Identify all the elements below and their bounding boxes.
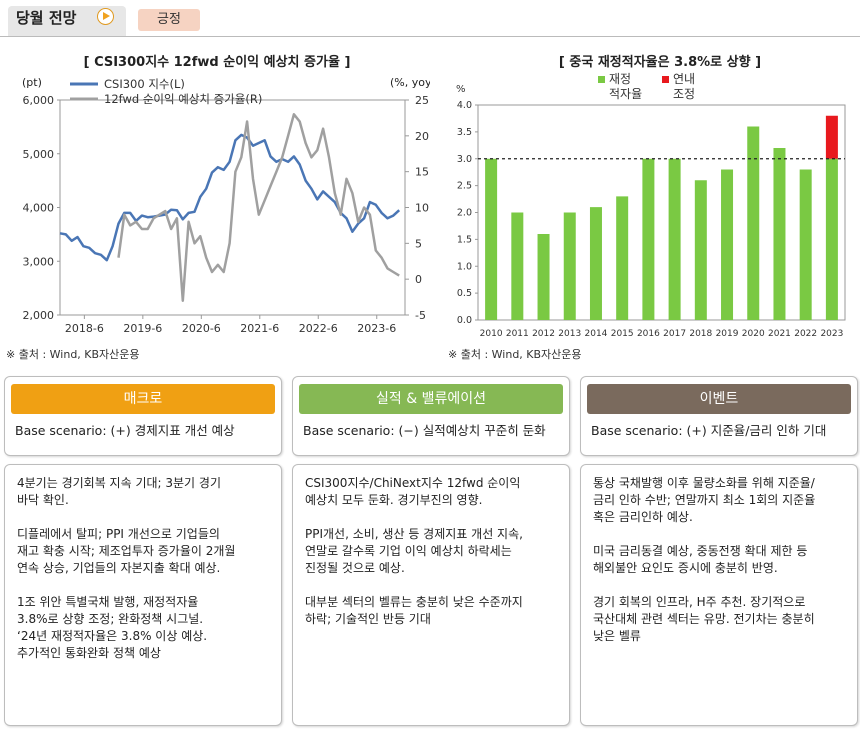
y-tick-label: 1.5	[457, 234, 472, 245]
deficit-chart: [ 중국 재정적자율은 3.8%로 상향 ]% 0.0 0.5 1.0 1.5 2.0 2.…	[430, 40, 860, 345]
x-tick-label: 2010	[480, 329, 503, 339]
y-right-tick-label: 20	[415, 130, 429, 143]
x-tick-label: 2019	[716, 329, 739, 339]
bar-deficit-2020	[747, 126, 760, 320]
plot-frame	[477, 104, 846, 321]
x-tick-label: 2018-6	[65, 322, 104, 335]
bar-deficit-2022	[799, 169, 812, 320]
x-tick-label: 2022-6	[299, 322, 338, 335]
y-left-tick-label: 5,000	[23, 148, 55, 161]
bar-deficit-2023	[825, 158, 838, 320]
earnings-header: 실적 & 밸류에이션	[299, 384, 563, 414]
y-tick-label: 0.5	[457, 288, 472, 299]
bar-deficit-2012	[537, 234, 550, 320]
macro-summary-box: 매크로 Base scenario: (+) 경제지표 개선 예상	[4, 376, 282, 456]
bar-deficit-2015	[616, 196, 629, 320]
x-tick-label: 2021	[768, 329, 791, 339]
outlook-badge: 긍정	[138, 9, 200, 31]
earnings-detail-box: CSI300지수/ChiNext지수 12fwd 순이익 예상치 모두 둔화. …	[292, 464, 570, 726]
y-left-tick-label: 2,000	[23, 309, 55, 322]
y-left-tick-label: 6,000	[23, 94, 55, 107]
legend-label-1-line2: 적자율	[609, 87, 642, 101]
x-tick-label: 2020-6	[182, 322, 221, 335]
source-note-right: ※ 출처 : Wind, KB자산운용	[448, 348, 582, 361]
event-detail-box: 통상 국채발행 이후 물량소화를 위해 지준율/ 금리 인하 수반; 연말까지 …	[580, 464, 858, 726]
y-right-tick-label: 10	[415, 202, 429, 215]
legend-swatch-1	[598, 76, 605, 83]
x-tick-label: 2017	[663, 329, 686, 339]
x-tick-label: 2020	[742, 329, 765, 339]
x-tick-label: 2021-6	[240, 322, 279, 335]
bar-deficit-2019	[721, 169, 734, 320]
play-icon[interactable]	[97, 8, 114, 25]
x-tick-label: 2012	[532, 329, 555, 339]
x-tick-label: 2015	[611, 329, 634, 339]
macro-base-scenario: Base scenario: (+) 경제지표 개선 예상	[15, 423, 235, 438]
y-tick-label: 2.0	[457, 208, 472, 219]
page-title: 당월 전망	[16, 9, 77, 27]
chart-title: [ 중국 재정적자율은 3.8%로 상향 ]	[559, 54, 761, 70]
legend-label-2: 12fwd 순이익 예상치 증가율(R)	[104, 92, 262, 106]
legend-swatch-2	[662, 76, 669, 83]
bar-deficit-2021	[773, 148, 786, 320]
y-unit: %	[456, 84, 466, 95]
bar-deficit-2014	[589, 207, 602, 320]
bar-adjustment-2023	[825, 115, 838, 159]
bar-deficit-2018	[694, 180, 707, 320]
x-tick-label: 2023-6	[357, 322, 396, 335]
y-tick-label: 4.0	[457, 100, 472, 111]
legend-label-2-line1: 연내	[673, 72, 695, 86]
macro-detail-text: 4분기는 경기회복 지속 기대; 3분기 경기 바닥 확인. 디플레에서 탈피;…	[17, 476, 236, 660]
y-left-tick-label: 3,000	[23, 255, 55, 268]
divider	[0, 36, 860, 37]
x-tick-label: 2011	[506, 329, 529, 339]
series-line-2	[117, 113, 400, 302]
legend-label-2-line2: 조정	[673, 87, 695, 101]
legend-label-1-line1: 재정	[609, 72, 631, 86]
legend-label-1: CSI300 지수(L)	[104, 77, 185, 91]
earnings-detail-text: CSI300지수/ChiNext지수 12fwd 순이익 예상치 모두 둔화. …	[305, 476, 523, 626]
top-bar: 당월 전망 긍정	[0, 0, 860, 40]
csi300-chart: [ CSI300지수 12fwd 순이익 예상치 증가율 ] (pt) (%, yo…	[0, 40, 430, 345]
x-tick-label: 2018	[689, 329, 712, 339]
event-detail-text: 통상 국채발행 이후 물량소화를 위해 지준율/ 금리 인하 수반; 연말까지 …	[593, 476, 816, 643]
bar-deficit-2016	[642, 158, 655, 320]
y-tick-label: 1.0	[457, 261, 472, 272]
bar-deficit-2013	[563, 212, 576, 320]
x-tick-label: 2014	[585, 329, 608, 339]
y-right-tick-label: 0	[415, 273, 422, 286]
chart-title: [ CSI300지수 12fwd 순이익 예상치 증가율 ]	[84, 54, 351, 70]
event-summary-box: 이벤트 Base scenario: (+) 지준율/금리 인하 기대	[580, 376, 858, 456]
y-tick-label: 2.5	[457, 181, 472, 192]
y-tick-label: 0.0	[457, 315, 472, 326]
earnings-base-scenario: Base scenario: (−) 실적예상치 꾸준히 둔화	[303, 423, 546, 438]
y-left-unit: (pt)	[22, 76, 42, 89]
x-tick-label: 2019-6	[123, 322, 162, 335]
x-tick-label: 2022	[794, 329, 817, 339]
event-header: 이벤트	[587, 384, 851, 414]
event-base-scenario: Base scenario: (+) 지준율/금리 인하 기대	[591, 423, 827, 438]
macro-detail-box: 4분기는 경기회복 지속 기대; 3분기 경기 바닥 확인. 디플레에서 탈피;…	[4, 464, 282, 726]
y-right-unit: (%, yoy)	[390, 76, 430, 89]
x-tick-label: 2023	[820, 329, 843, 339]
bar-deficit-2017	[668, 158, 681, 320]
bar-deficit-2011	[511, 212, 524, 320]
y-right-tick-label: 5	[415, 237, 422, 250]
y-right-tick-label: 15	[415, 166, 429, 179]
earnings-summary-box: 실적 & 밸류에이션 Base scenario: (−) 실적예상치 꾸준히 …	[292, 376, 570, 456]
x-tick-label: 2016	[637, 329, 660, 339]
y-left-tick-label: 4,000	[23, 202, 55, 215]
series-line-1	[59, 133, 401, 262]
source-note-left: ※ 출처 : Wind, KB자산운용	[6, 348, 140, 361]
y-tick-label: 3.0	[457, 154, 472, 165]
x-tick-label: 2013	[558, 329, 581, 339]
y-right-tick-label: -5	[415, 309, 426, 322]
y-right-tick-label: 25	[415, 94, 429, 107]
bar-deficit-2010	[485, 158, 498, 320]
y-tick-label: 3.5	[457, 127, 472, 138]
macro-header: 매크로	[11, 384, 275, 414]
